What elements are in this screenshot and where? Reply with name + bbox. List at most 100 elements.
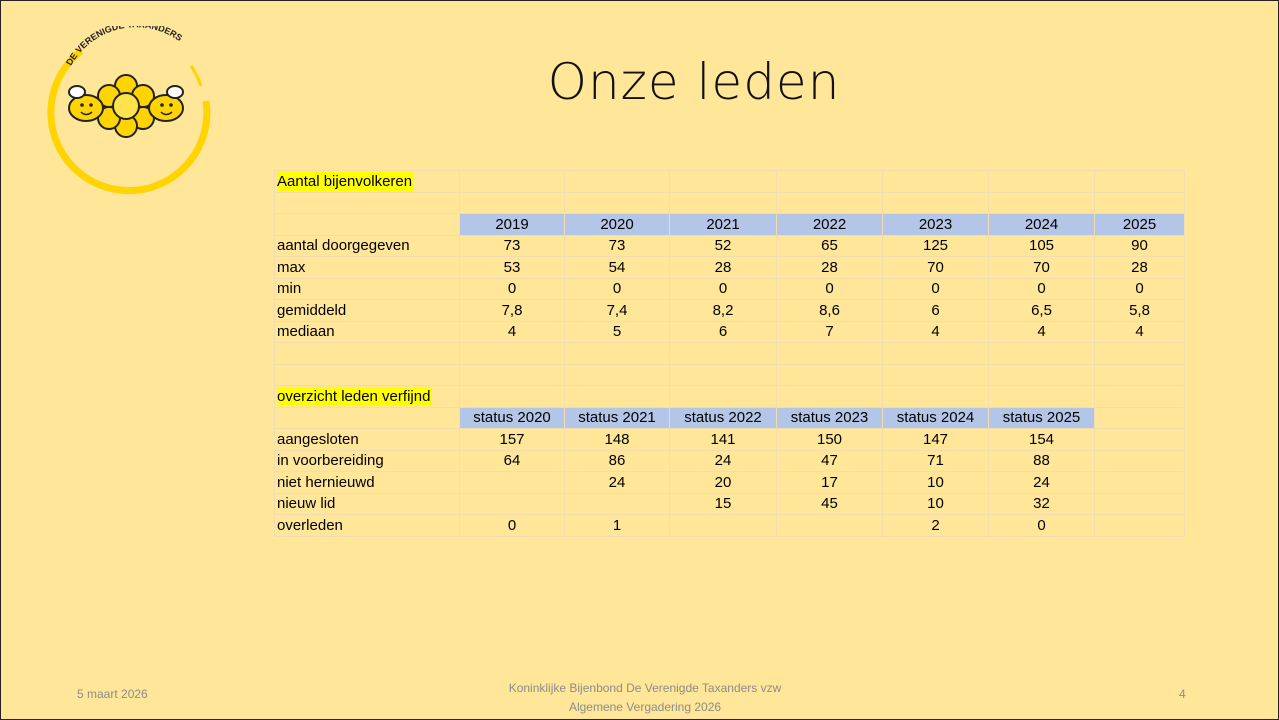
cell xyxy=(564,170,670,193)
cell xyxy=(274,191,460,214)
cell xyxy=(1094,170,1185,193)
row-label: min xyxy=(274,277,460,300)
section-title: Aantal bijenvolkeren xyxy=(277,171,415,191)
cell-value: 28 xyxy=(669,256,777,279)
cell-value: 54 xyxy=(564,256,670,279)
column-header: 2019 xyxy=(459,213,565,236)
row-label: niet hernieuwd xyxy=(274,471,460,494)
cell-value: 28 xyxy=(1094,256,1185,279)
cell xyxy=(459,170,565,193)
cell xyxy=(988,170,1095,193)
cell-value: 0 xyxy=(776,277,883,300)
cell xyxy=(1094,514,1185,537)
cell-value: 7,4 xyxy=(564,299,670,322)
row-label: gemiddeld xyxy=(274,299,460,322)
cell-value: 70 xyxy=(882,256,989,279)
cell xyxy=(669,385,777,408)
cell-value: 32 xyxy=(988,492,1095,515)
section-title: overzicht leden verfijnd xyxy=(277,386,433,406)
column-header: 2021 xyxy=(669,213,777,236)
table-row xyxy=(274,363,1185,386)
cell-value: 73 xyxy=(564,234,670,257)
table-row: gemiddeld 7,8 7,4 8,2 8,6 6 6,5 5,8 xyxy=(274,299,1185,322)
cell xyxy=(776,191,883,214)
cell-value: 0 xyxy=(564,277,670,300)
cell-value: 0 xyxy=(988,277,1095,300)
cell-value: 47 xyxy=(776,449,883,472)
cell-value: 4 xyxy=(459,320,565,343)
table-row: min 0 0 0 0 0 0 0 xyxy=(274,277,1185,300)
cell xyxy=(564,342,670,365)
cell-value: 4 xyxy=(1094,320,1185,343)
table-row: mediaan 4 5 6 7 4 4 4 xyxy=(274,320,1185,343)
cell-value: 0 xyxy=(459,277,565,300)
table-row: Aantal bijenvolkeren xyxy=(274,170,1185,193)
table-row: max 53 54 28 28 70 70 28 xyxy=(274,256,1185,279)
column-header: status 2024 xyxy=(882,406,989,429)
cell-value: 28 xyxy=(776,256,883,279)
cell: Aantal bijenvolkeren xyxy=(274,170,460,193)
footer-line: Algemene Vergadering 2026 xyxy=(568,700,722,714)
table-row: in voorbereiding 64 86 24 47 71 88 xyxy=(274,449,1185,472)
cell: overzicht leden verfijnd xyxy=(274,385,460,408)
row-label: nieuw lid xyxy=(274,492,460,515)
cell-value: 20 xyxy=(669,471,777,494)
table-row: niet hernieuwd 24 20 17 10 24 xyxy=(274,471,1185,494)
row-label: aantal doorgegeven xyxy=(274,234,460,257)
cell xyxy=(1094,428,1185,451)
logo-text: DE VERENIGDE TAXANDERS xyxy=(64,26,184,67)
column-header: 2022 xyxy=(776,213,883,236)
cell xyxy=(564,492,670,515)
cell-value: 150 xyxy=(776,428,883,451)
cell xyxy=(459,471,565,494)
cell-value: 73 xyxy=(459,234,565,257)
cell xyxy=(882,342,989,365)
cell-value: 147 xyxy=(882,428,989,451)
cell-value: 2 xyxy=(882,514,989,537)
cell-value: 4 xyxy=(882,320,989,343)
row-label: in voorbereiding xyxy=(274,449,460,472)
table-row: aangesloten 157 148 141 150 147 154 xyxy=(274,428,1185,451)
cell xyxy=(564,191,670,214)
cell-value: 1 xyxy=(564,514,670,537)
footer-line: Koninklijke Bijenbond De Verenigde Taxan… xyxy=(508,681,782,695)
cell-value: 154 xyxy=(988,428,1095,451)
cell-value: 24 xyxy=(669,449,777,472)
cell xyxy=(564,385,670,408)
cell-value: 0 xyxy=(988,514,1095,537)
cell xyxy=(459,363,565,386)
cell xyxy=(274,213,460,236)
row-label: aangesloten xyxy=(274,428,460,451)
cell-value: 90 xyxy=(1094,234,1185,257)
cell xyxy=(776,514,883,537)
table-row: overzicht leden verfijnd xyxy=(274,385,1185,408)
cell xyxy=(1094,492,1185,515)
column-header: 2024 xyxy=(988,213,1095,236)
cell-value: 5,8 xyxy=(1094,299,1185,322)
cell xyxy=(1094,471,1185,494)
cell xyxy=(669,363,777,386)
footer-date: 5 maart 2026 xyxy=(77,687,148,701)
column-header: 2020 xyxy=(564,213,670,236)
cell xyxy=(1094,342,1185,365)
cell-value: 8,6 xyxy=(776,299,883,322)
cell xyxy=(776,170,883,193)
cell xyxy=(1094,406,1185,429)
table-row xyxy=(274,342,1185,365)
cell xyxy=(669,191,777,214)
cell xyxy=(274,342,460,365)
cell-value: 0 xyxy=(1094,277,1185,300)
footer-center: Koninklijke Bijenbond De Verenigde Taxan… xyxy=(401,679,889,717)
cell-value: 53 xyxy=(459,256,565,279)
cell xyxy=(988,385,1095,408)
cell-value: 6 xyxy=(882,299,989,322)
cell-value: 10 xyxy=(882,471,989,494)
cell xyxy=(564,363,670,386)
cell-value: 125 xyxy=(882,234,989,257)
cell xyxy=(1094,191,1185,214)
cell-value: 148 xyxy=(564,428,670,451)
cell-value: 6,5 xyxy=(988,299,1095,322)
logo-text-path: DE VERENIGDE TAXANDERS xyxy=(64,26,184,67)
cell xyxy=(459,385,565,408)
